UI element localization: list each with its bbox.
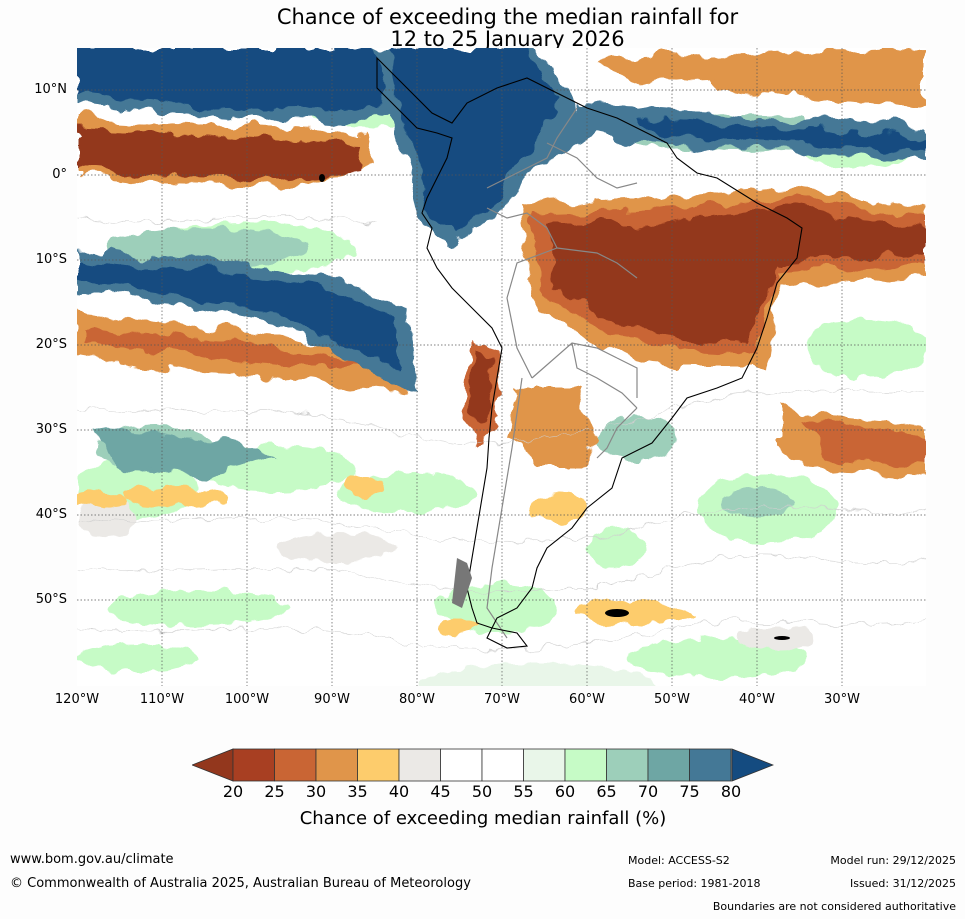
map-title-line1: Chance of exceeding the median rainfall … [276, 5, 739, 29]
footer-copyright: © Commonwealth of Australia 2025, Austra… [10, 876, 471, 891]
map-title-line2: 12 to 25 January 2026 [390, 27, 625, 51]
lon-label-120w: 120°W [54, 692, 100, 707]
colorbar-cell [398, 748, 441, 782]
lon-label-110w: 110°W [139, 692, 185, 707]
colorbar-cell [606, 748, 649, 782]
lon-label-100w: 100°W [224, 692, 270, 707]
colorbar-cell [523, 748, 566, 782]
colorbar-cell [481, 748, 524, 782]
colorbar-cell [357, 748, 400, 782]
colorbar-under-arrow [192, 748, 234, 782]
colorbar-over-arrow [731, 748, 774, 782]
footer-model-run: Model run: 29/12/2025 [830, 854, 956, 867]
colorbar-tick-label: 40 [388, 782, 410, 801]
footer-base-period: Base period: 1981-2018 [628, 877, 761, 890]
colorbar-label: Chance of exceeding median rainfall (%) [299, 808, 667, 829]
colorbar-cell [232, 748, 275, 782]
lon-label-50w: 50°W [654, 692, 690, 707]
colorbar-cell [647, 748, 690, 782]
lon-label-40w: 40°W [739, 692, 775, 707]
lon-label-90w: 90°W [314, 692, 350, 707]
lon-label-70w: 70°W [484, 692, 520, 707]
wetter-than-normal-regions [77, 48, 926, 478]
lat-label-10n: 10°N [34, 82, 67, 97]
colorbar-tick-label: 70 [637, 782, 659, 801]
colorbar-tick-label: 30 [305, 782, 327, 801]
lon-label-30w: 30°W [824, 692, 860, 707]
lat-label-40s: 40°S [35, 507, 67, 522]
colorbar-cell [315, 748, 358, 782]
lat-label-30s: 30°S [35, 422, 67, 437]
colorbar-cell [274, 748, 317, 782]
footer-issued: Issued: 31/12/2025 [849, 877, 956, 890]
colorbar-tick-label: 75 [679, 782, 700, 801]
map-gridlines [77, 48, 926, 686]
lat-label-10s: 10°S [35, 252, 67, 267]
colorbar-tick-label: 35 [347, 782, 368, 801]
rainfall-probability-map [77, 48, 926, 686]
lat-label-0: 0° [52, 167, 67, 182]
footer-boundaries-note: Boundaries are not considered authoritat… [712, 900, 956, 913]
colorbar-tick-label: 80 [720, 782, 742, 801]
colorbar-tick-label: 55 [513, 782, 534, 801]
colorbar-tick-label: 20 [222, 782, 244, 801]
lon-label-80w: 80°W [399, 692, 435, 707]
footer-url: www.bom.gov.au/climate [10, 852, 174, 867]
lat-label-50s: 50°S [35, 592, 67, 607]
colorbar-tick-label: 45 [430, 782, 451, 801]
colorbar-cell [564, 748, 607, 782]
map-canvas [77, 48, 926, 686]
colorbar-tick-label: 25 [264, 782, 285, 801]
colorbar-tick-label: 65 [596, 782, 617, 801]
footer-model: Model: ACCESS-S2 [628, 854, 730, 867]
colorbar-tick-label: 60 [554, 782, 576, 801]
contour-lines [77, 216, 926, 650]
south-america-coastline [376, 56, 803, 649]
islands [319, 174, 790, 640]
colorbar-cell [440, 748, 483, 782]
colorbar-cell [689, 748, 732, 782]
lon-label-60w: 60°W [569, 692, 605, 707]
colorbar-cells [232, 748, 732, 782]
country-boundaries [486, 107, 638, 639]
drier-than-normal-regions [77, 48, 926, 636]
colorbar-tick-label: 50 [471, 782, 493, 801]
lat-label-20s: 20°S [35, 337, 67, 352]
colorbar [192, 748, 774, 782]
